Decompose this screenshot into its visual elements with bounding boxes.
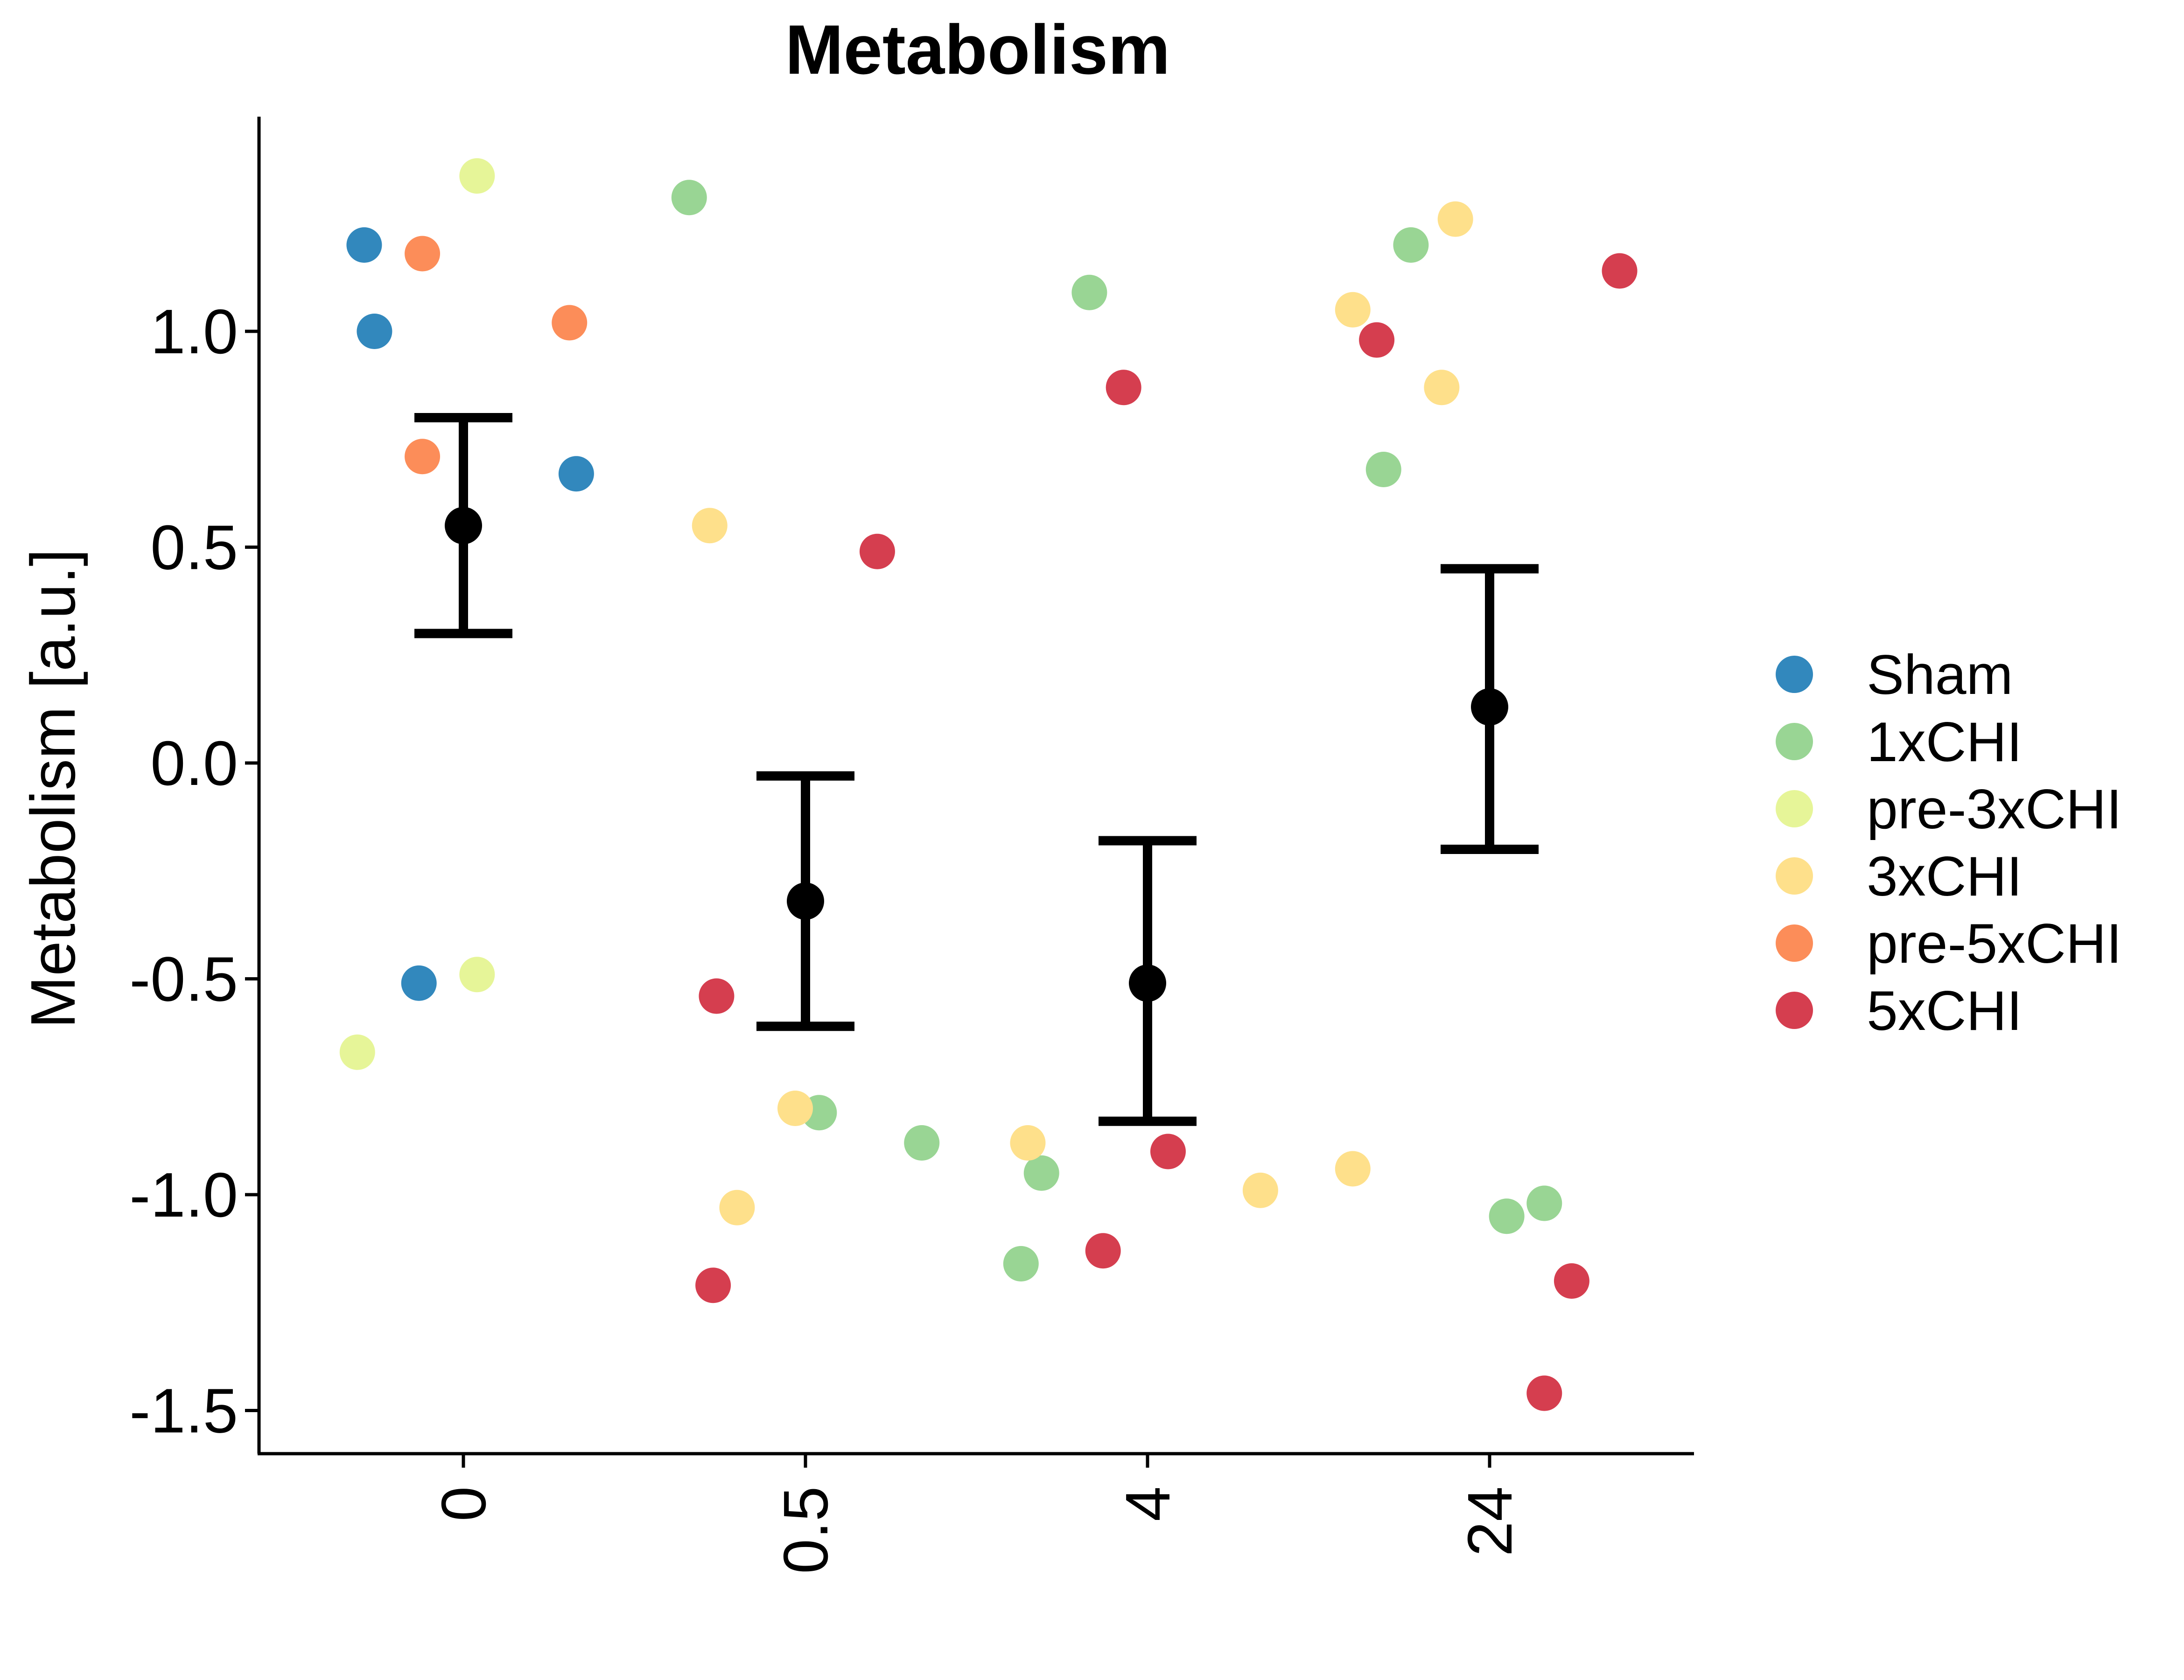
x-tick-label: 0: [428, 1486, 499, 1521]
y-tick-label: 0.0: [150, 728, 238, 798]
data-point: [1071, 274, 1107, 310]
data-point: [1437, 201, 1473, 237]
data-point: [1106, 370, 1141, 406]
data-point: [1003, 1246, 1039, 1281]
mean-point: [1129, 964, 1166, 1002]
x-tick-label: 24: [1455, 1486, 1525, 1556]
data-point: [1023, 1155, 1059, 1191]
data-point: [1393, 227, 1429, 263]
data-point: [1526, 1375, 1562, 1411]
data-point: [699, 978, 735, 1014]
data-point: [1242, 1172, 1278, 1208]
y-axis-label: Metabolism [a.u.]: [18, 549, 88, 1029]
x-tick-label: 4: [1113, 1486, 1183, 1521]
x-tick-label: 0.5: [770, 1486, 841, 1574]
data-point: [695, 1267, 731, 1303]
y-tick-label: 1.0: [150, 296, 238, 367]
data-point: [1365, 452, 1401, 487]
data-point: [1150, 1134, 1186, 1169]
data-point: [777, 1091, 813, 1126]
data-point: [904, 1125, 940, 1161]
legend-marker: [1776, 723, 1813, 760]
data-point: [558, 456, 594, 492]
legend-label: 3xCHI: [1867, 845, 2022, 908]
data-point: [1335, 292, 1371, 328]
data-point: [552, 305, 588, 341]
data-point: [859, 533, 895, 569]
plot-area: 1.0 0.5 0.0 -0.5 -1.0 -1.5 0 0.5 4 24: [129, 117, 1694, 1574]
y-tick-label: 0.5: [150, 512, 238, 583]
legend-label: pre-3xCHI: [1867, 778, 2122, 840]
data-point: [401, 965, 437, 1001]
data-point: [1526, 1185, 1562, 1221]
legend-marker: [1776, 656, 1813, 693]
legend-marker: [1776, 924, 1813, 962]
y-tick-label: -0.5: [129, 944, 238, 1015]
data-point: [671, 180, 707, 216]
data-point: [405, 439, 441, 475]
data-point: [1602, 253, 1638, 289]
data-point: [459, 158, 495, 194]
legend-marker: [1776, 790, 1813, 827]
data-point: [346, 227, 382, 263]
data-point: [339, 1034, 375, 1070]
data-point: [1085, 1233, 1121, 1269]
data-point: [405, 236, 441, 272]
data-point: [1554, 1263, 1589, 1299]
data-point: [459, 957, 495, 993]
data-point: [1489, 1198, 1525, 1234]
legend-label: pre-5xCHI: [1867, 912, 2122, 975]
data-point: [1424, 370, 1460, 406]
mean-point: [445, 507, 482, 545]
legend-label: Sham: [1867, 644, 2013, 706]
legend-marker: [1776, 857, 1813, 895]
legend-label: 1xCHI: [1867, 711, 2022, 773]
legend-marker: [1776, 992, 1813, 1029]
data-point: [692, 508, 728, 544]
mean-point: [1471, 688, 1508, 726]
data-point: [357, 314, 392, 349]
y-tick-label: -1.5: [129, 1376, 238, 1446]
data-point: [1010, 1125, 1046, 1161]
chart-title: Metabolism: [785, 10, 1170, 89]
y-tick-label: -1.0: [129, 1160, 238, 1230]
mean-point: [787, 882, 824, 920]
data-point: [1359, 322, 1395, 358]
data-point: [719, 1190, 755, 1225]
legend-label: 5xCHI: [1867, 980, 2022, 1042]
data-point: [1335, 1151, 1371, 1187]
